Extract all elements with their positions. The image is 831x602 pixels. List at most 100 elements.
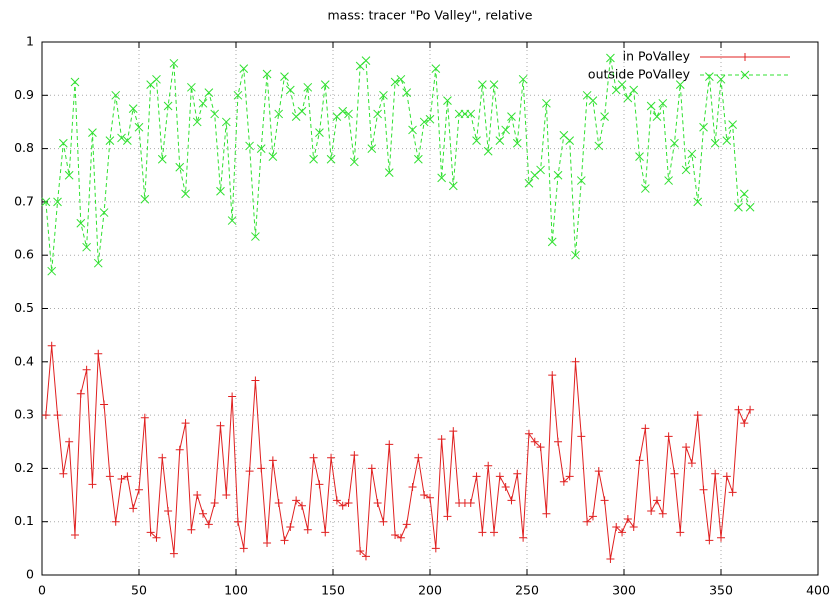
point-marker <box>321 528 330 537</box>
point-marker <box>93 258 103 268</box>
y-tick-label: 1 <box>26 34 34 49</box>
point-marker <box>280 536 289 545</box>
x-tick-label: 50 <box>131 583 147 598</box>
point-marker <box>251 376 260 385</box>
point-marker <box>705 72 714 81</box>
point-marker <box>128 104 138 113</box>
point-marker <box>693 197 703 207</box>
point-marker <box>239 64 249 74</box>
point-marker <box>420 491 429 500</box>
point-marker <box>466 499 475 508</box>
x-tick-label: 250 <box>515 583 539 598</box>
point-marker <box>257 464 266 473</box>
point-marker <box>181 189 190 199</box>
point-marker <box>373 109 382 119</box>
point-marker <box>495 136 505 145</box>
point-marker <box>658 509 667 518</box>
point-marker <box>740 419 749 428</box>
point-marker <box>140 413 149 422</box>
point-marker <box>583 517 592 526</box>
point-marker <box>443 96 452 105</box>
point-marker <box>227 216 237 225</box>
point-marker <box>349 157 359 167</box>
point-marker <box>629 523 638 532</box>
point-marker <box>309 154 318 164</box>
point-marker <box>402 88 412 97</box>
legend-label: outside PoValley <box>588 67 691 82</box>
point-marker <box>70 77 80 87</box>
point-marker <box>309 453 318 462</box>
point-marker <box>326 154 336 164</box>
point-marker <box>699 485 708 494</box>
y-tick-label: 0.2 <box>14 460 34 475</box>
point-marker <box>82 365 91 374</box>
y-tick-label: 0.4 <box>14 353 34 368</box>
point-marker <box>297 106 307 116</box>
point-marker <box>181 419 190 428</box>
point-marker <box>251 232 260 241</box>
point-marker <box>472 136 481 145</box>
point-marker <box>367 144 377 153</box>
point-marker <box>594 467 603 476</box>
point-marker <box>53 197 62 207</box>
point-marker <box>722 136 732 145</box>
y-tick-label: 0.5 <box>14 300 34 315</box>
point-marker <box>554 437 563 446</box>
point-marker <box>146 528 155 537</box>
point-marker <box>466 109 476 119</box>
point-marker <box>379 517 388 526</box>
point-marker <box>303 525 312 534</box>
point-marker <box>82 242 91 252</box>
y-tick-label: 0.7 <box>14 193 34 208</box>
point-marker <box>228 392 237 401</box>
point-marker <box>350 451 359 460</box>
point-marker <box>722 472 731 481</box>
point-marker <box>682 443 691 452</box>
point-marker <box>210 109 220 119</box>
point-marker <box>478 528 487 537</box>
point-marker <box>676 528 685 537</box>
point-marker <box>419 117 429 127</box>
point-marker <box>571 357 580 366</box>
point-marker <box>327 453 336 462</box>
point-marker <box>245 141 254 151</box>
point-marker <box>338 106 348 116</box>
point-marker <box>443 512 452 521</box>
point-marker <box>262 69 272 79</box>
point-marker <box>285 85 295 95</box>
point-marker <box>530 437 539 446</box>
point-marker <box>728 488 737 497</box>
point-marker <box>717 533 725 542</box>
point-marker <box>542 98 551 108</box>
point-marker <box>501 483 510 492</box>
point-marker <box>245 467 254 476</box>
point-marker <box>111 517 120 526</box>
point-marker <box>588 512 597 521</box>
point-marker <box>576 176 586 185</box>
point-marker <box>64 170 74 180</box>
point-marker <box>741 53 749 61</box>
point-marker <box>553 170 563 180</box>
point-marker <box>274 499 283 508</box>
point-marker <box>204 520 213 529</box>
point-marker <box>658 98 668 108</box>
point-marker <box>123 472 132 481</box>
point-marker <box>635 456 644 465</box>
point-marker <box>710 138 720 148</box>
point-marker <box>256 144 266 153</box>
y-tick-label: 0 <box>26 567 34 582</box>
point-marker <box>164 507 173 516</box>
point-marker <box>519 533 528 542</box>
point-marker <box>705 536 714 545</box>
point-marker <box>490 528 499 537</box>
point-marker <box>210 499 219 508</box>
point-marker <box>169 58 179 68</box>
x-tick-label: 300 <box>612 583 636 598</box>
point-marker <box>152 533 161 542</box>
point-marker <box>565 136 575 145</box>
point-marker <box>408 125 417 135</box>
point-marker <box>687 459 696 468</box>
x-tick-label: 150 <box>321 583 345 598</box>
y-tick-label: 0.6 <box>14 247 34 262</box>
point-marker <box>693 411 702 420</box>
